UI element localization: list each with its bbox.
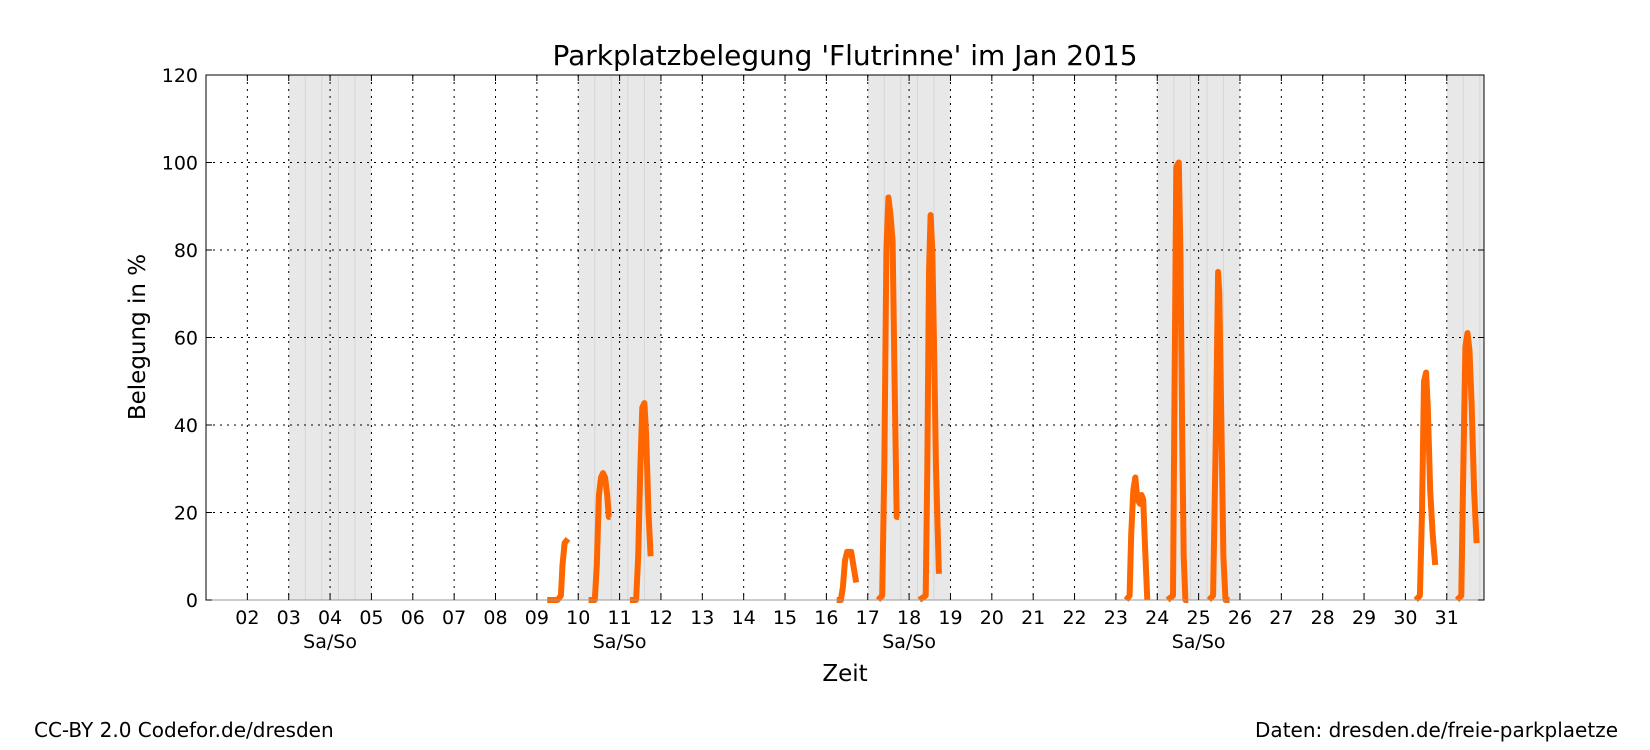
series-line-segment: [588, 470, 612, 603]
x-tick-label: 28: [1311, 607, 1335, 629]
x-tick-label: 12: [649, 607, 673, 629]
weekend-label: Sa/So: [1172, 631, 1226, 653]
x-tick-label: 27: [1269, 607, 1293, 629]
series-line-segment: [875, 194, 900, 603]
y-tick-label: 100: [162, 153, 198, 175]
x-tick-label: 16: [814, 607, 838, 629]
y-axis-label: Belegung in %: [125, 254, 151, 420]
y-tick-label: 0: [186, 590, 198, 612]
x-tick-label: 31: [1435, 607, 1459, 629]
x-tick-label: 14: [732, 607, 756, 629]
weekend-band: [288, 75, 372, 600]
credit-license: CC-BY 2.0 Codefor.de/dresden: [34, 718, 334, 742]
series-line-segment: [1454, 330, 1480, 603]
credit-data-source: Daten: dresden.de/freie-parkplaetze: [1255, 718, 1618, 742]
weekend-label: Sa/So: [882, 631, 936, 653]
grid: [206, 75, 1484, 600]
x-tick-label: 21: [1021, 607, 1045, 629]
y-tick-label: 80: [174, 240, 198, 262]
x-tick-label: 03: [277, 607, 301, 629]
x-tick-label: 11: [607, 607, 631, 629]
x-axis-label: Zeit: [822, 661, 867, 687]
series-line-segment: [836, 548, 860, 603]
x-tick-label: 18: [897, 607, 921, 629]
x-tick-label: 23: [1104, 607, 1128, 629]
y-tick-label: 60: [174, 328, 198, 350]
weekend-label: Sa/So: [303, 631, 357, 653]
x-tick-label: 15: [773, 607, 797, 629]
x-tick-label: 07: [442, 607, 466, 629]
series-line-segment: [1413, 369, 1439, 603]
series-line-segment: [1206, 268, 1230, 603]
y-tick-label: 20: [174, 503, 198, 525]
x-tick-label: 22: [1062, 607, 1086, 629]
x-tick-label: 26: [1228, 607, 1252, 629]
axis-ticks: Sa/So Sa/So Sa/So Sa/So 02 03 04 05 06 07 08 09 10 11…: [162, 65, 1484, 653]
x-tick-label: 10: [566, 607, 590, 629]
x-tick-label: 04: [318, 607, 342, 629]
series-line-segment: [1165, 159, 1189, 603]
x-tick-label: 29: [1352, 607, 1376, 629]
series-layer: [547, 159, 1480, 603]
chart-title: Parkplatzbelegung 'Flutrinne' im Jan 201…: [552, 39, 1137, 72]
x-tick-label: 02: [235, 607, 259, 629]
x-tick-label: 20: [980, 607, 1004, 629]
x-tick-label: 17: [856, 607, 880, 629]
x-tick-label: 13: [690, 607, 714, 629]
y-tick-label: 40: [174, 415, 198, 437]
y-tick-label: 120: [162, 65, 198, 87]
series-line-segment: [547, 536, 571, 603]
series-line-segment: [917, 212, 942, 603]
x-tick-label: 30: [1393, 607, 1417, 629]
x-tick-label: 08: [483, 607, 507, 629]
x-tick-label: 09: [525, 607, 549, 629]
x-tick-label: 05: [359, 607, 383, 629]
series-line-segment: [1123, 474, 1151, 602]
x-tick-label: 25: [1187, 607, 1211, 629]
weekend-label: Sa/So: [593, 631, 647, 653]
series-line-segment: [629, 400, 654, 603]
x-tick-label: 06: [401, 607, 425, 629]
x-tick-label: 24: [1145, 607, 1169, 629]
x-tick-label: 19: [938, 607, 962, 629]
